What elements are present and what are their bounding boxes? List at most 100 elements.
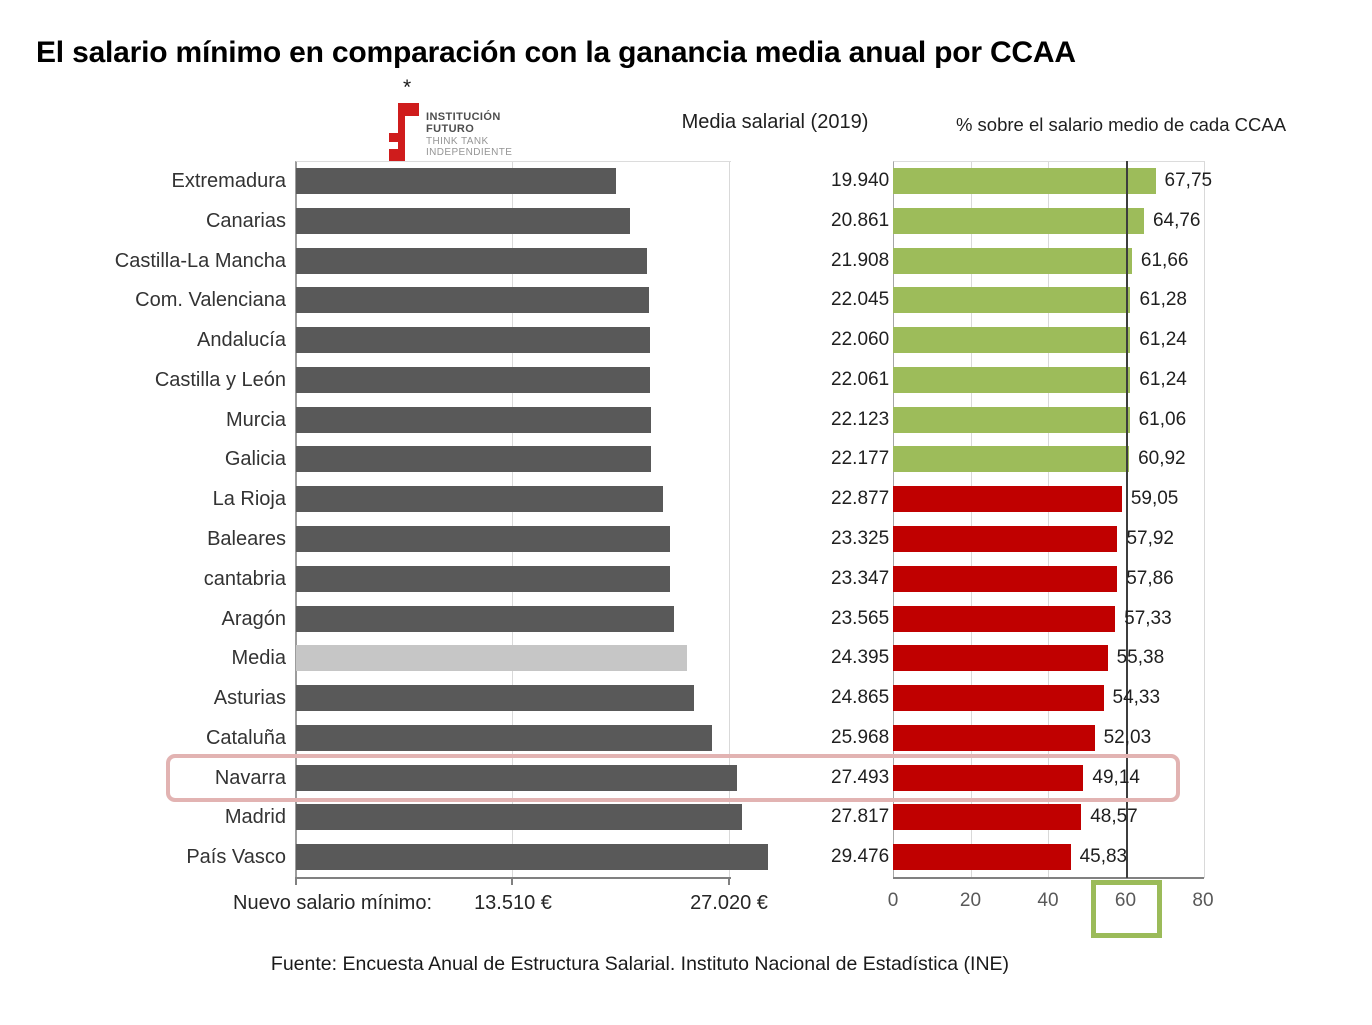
region-label: Baleares [207,528,286,551]
percent-bar [893,366,1131,393]
salary-value: 19.940 € [831,170,905,191]
percent-axis-line [893,877,1204,887]
percent-bar [893,724,1095,751]
salary-bar [296,565,671,592]
percent-value: 61,28 [1139,289,1187,311]
salary-plot-area [295,161,731,878]
chart-row: Madrid 27.817 € 48,57 [0,797,1372,837]
percent-bar [893,804,1082,831]
salary-bar [296,645,687,672]
salary-value: 24.865 € [831,687,905,709]
percent-value: 60,92 [1138,448,1186,470]
salary-axis-line [295,877,731,887]
salary-axis-tick-13510: 13.510 € [474,892,552,914]
percent-bar [893,168,1156,194]
region-label: Galicia [224,448,286,471]
salary-bar [296,406,651,433]
gridline-27020 [729,162,730,878]
region-label: Media [231,647,286,670]
institucion-futuro-logo-icon [389,103,419,166]
salary-value: 22.060 € [831,329,905,351]
salary-value: 27.817 € [831,806,905,828]
salary-value: 25.968 € [831,726,905,748]
region-label: Canarias [205,209,286,232]
chart-row: País Vasco 29.476 € 45,83 [0,837,1372,877]
region-label: Extremadura [171,170,287,192]
chart-row: Cataluña 25.968 € 52,03 [0,718,1372,758]
percent-bar [893,327,1131,354]
logo-line: THINK TANK [426,135,489,147]
chart-row: Com. Valenciana 22.045 € 61,28 [0,280,1372,320]
gridline-20 [971,162,972,878]
salary-value: 22.045 € [831,289,905,311]
logo-line: INDEPENDIENTE [426,146,513,158]
percent-bar [893,526,1118,553]
salary-value: 22.061 € [831,368,905,390]
percent-column-header: % sobre el salario medio de cada CCAA [955,114,1287,135]
chart-row: Galicia 22.177 € 60,92 [0,439,1372,479]
region-label: Andalucía [197,329,286,352]
chart-row: Asturias 24.865 € 54,33 [0,678,1372,718]
chart-row: Baleares 23.325 € 57,92 [0,519,1372,559]
percent-value: 57,86 [1126,567,1174,589]
percent-value: 54,33 [1112,687,1161,709]
percent-bar [893,685,1104,712]
percent-value: 49,14 [1092,766,1140,788]
chart-row: Castilla y León 22.061 € 61,24 [0,360,1372,400]
salary-bar [296,287,650,314]
region-label: La Rioja [212,488,286,511]
salary-bar [296,168,616,194]
percent-bar [893,486,1122,513]
percent-bar [893,844,1071,871]
gridline-40 [1048,162,1049,878]
region-label: cantabria [203,567,286,590]
percent-value: 61,24 [1139,329,1187,351]
salary-value: 22.123 € [831,408,905,430]
percent-bar [893,406,1130,433]
salary-value: 23.325 € [831,528,905,550]
threshold-60-line [1126,161,1128,878]
salary-value: 22.877 € [831,488,905,510]
percent-bar [893,446,1130,473]
salary-bar [296,685,695,712]
salary-value: 23.565 € [831,607,905,629]
percent-bar [893,605,1116,632]
percent-bar [893,287,1131,314]
salary-bar [296,764,737,791]
gridline-13510 [512,162,513,878]
percent-axis-tick: 20 [959,890,982,911]
percent-value: 55,38 [1116,647,1165,669]
salary-bar [296,207,631,234]
salary-value: 27.493 € [831,766,905,788]
percent-bar [893,645,1108,672]
chart-row: Castilla-La Mancha 21.908 € 61,66 [0,241,1372,281]
region-label: Com. Valenciana [135,289,286,312]
chart-row: Andalucía 22.060 € 61,24 [0,320,1372,360]
percent-value: 52,03 [1103,726,1152,748]
minimum-wage-caption: Nuevo salario mínimo: [233,892,432,914]
region-label: Cataluña [205,726,286,749]
salary-bar [296,327,650,354]
salary-bar [296,804,742,831]
percent-value: 61,06 [1138,408,1187,430]
region-label: Castilla-La Mancha [114,249,286,272]
region-label: Madrid [224,806,286,829]
salary-value: 24.395 € [831,647,905,669]
threshold-60-box [1091,880,1162,938]
percent-value: 48,57 [1090,806,1138,828]
chart-row: Extremadura 19.940 € 67,75 [0,161,1372,201]
percent-value: 57,92 [1126,528,1174,550]
percent-bar [893,764,1084,791]
percent-value: 64,76 [1152,209,1201,231]
percent-value: 67,75 [1164,170,1213,191]
percent-axis-tick: 80 [1192,890,1214,911]
salary-bar [296,526,670,553]
navarra-highlight-box [166,754,1180,802]
institucion-futuro-logo: INSTITUCIÓN FUTURO THINK TANK INDEPENDIE… [389,103,512,166]
percent-axis-tick: 0 [887,890,899,911]
percent-bar [893,207,1144,234]
footnote-asterisk: * [403,76,412,99]
percent-value: 61,24 [1139,368,1187,390]
chart-row: Navarra 27.493 € 49,14 [0,758,1372,798]
